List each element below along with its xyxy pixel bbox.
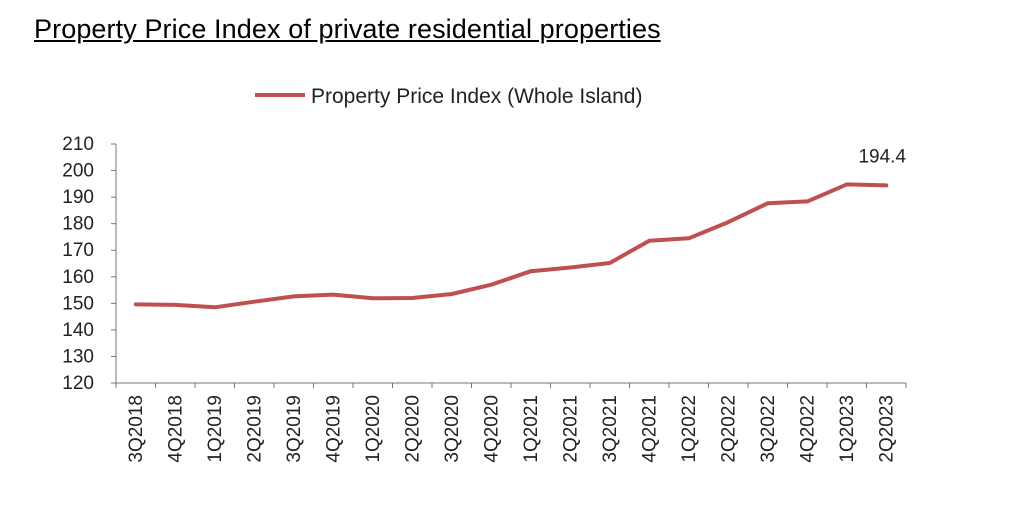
x-tick-label: 3Q2019 <box>284 395 305 463</box>
x-tick-label: 4Q2019 <box>323 395 344 463</box>
x-tick-label: 1Q2023 <box>837 395 858 463</box>
y-tick-label: 120 <box>62 373 94 394</box>
data-point <box>647 239 651 243</box>
legend-label: Property Price Index (Whole Island) <box>311 85 642 108</box>
x-tick-label: 1Q2020 <box>363 395 384 463</box>
x-tick-label: 2Q2023 <box>876 395 897 463</box>
data-point <box>726 220 730 224</box>
y-tick-label: 170 <box>62 240 94 261</box>
y-tick-label: 210 <box>62 134 94 155</box>
x-tick-label: 4Q2020 <box>481 395 502 463</box>
data-point <box>173 303 177 307</box>
series-line <box>133 182 889 310</box>
x-tick-label: 4Q2021 <box>639 395 660 463</box>
y-tick-label: 150 <box>62 293 94 314</box>
data-point <box>489 283 493 287</box>
x-tick-label: 1Q2022 <box>679 395 700 463</box>
y-tick-label: 200 <box>62 161 94 182</box>
legend: Property Price Index (Whole Island) <box>255 85 642 108</box>
data-point <box>845 182 849 186</box>
x-tick-label: 2Q2020 <box>402 395 423 463</box>
chart-title: Property Price Index of private resident… <box>34 14 661 44</box>
data-point <box>134 302 138 306</box>
y-tick-label: 140 <box>62 320 94 341</box>
data-point <box>608 261 612 265</box>
data-label: 194.4 <box>858 146 906 167</box>
data-point <box>331 293 335 297</box>
x-tick-label: 2Q2019 <box>244 395 265 463</box>
data-point <box>410 296 414 300</box>
data-point <box>213 305 217 309</box>
x-tick-label: 3Q2021 <box>600 395 621 463</box>
x-tick-label: 1Q2019 <box>205 395 226 463</box>
data-point <box>884 183 888 187</box>
x-tick-label: 2Q2022 <box>718 395 739 463</box>
data-point <box>529 269 533 273</box>
data-point <box>292 294 296 298</box>
data-point <box>568 265 572 269</box>
y-tick-label: 160 <box>62 267 94 288</box>
x-tick-label: 4Q2018 <box>165 395 186 463</box>
x-tick-label: 2Q2021 <box>560 395 581 463</box>
x-tick-label: 4Q2022 <box>797 395 818 463</box>
y-tick-label: 130 <box>62 346 94 367</box>
x-tick-label: 3Q2022 <box>758 395 779 463</box>
data-point <box>805 199 809 203</box>
y-tick-label: 180 <box>62 214 94 235</box>
y-tick-label: 190 <box>62 187 94 208</box>
data-point <box>371 296 375 300</box>
x-tick-label: 3Q2018 <box>126 395 147 463</box>
x-tick-label: 1Q2021 <box>521 395 542 463</box>
data-point <box>450 292 454 296</box>
data-point <box>766 201 770 205</box>
data-point <box>252 300 256 304</box>
x-tick-label: 3Q2020 <box>442 395 463 463</box>
data-point <box>687 236 691 240</box>
